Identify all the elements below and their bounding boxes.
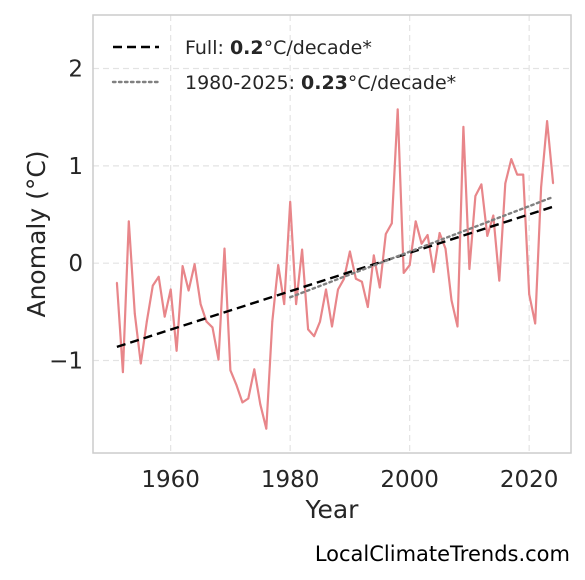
data-point [402,272,405,274]
data-point [139,362,142,365]
data-point [468,268,471,270]
data-point [289,201,292,203]
y-tick-label: 2 [68,57,83,83]
trend-line-full [116,205,554,349]
data-point [265,427,268,430]
data-point [181,265,184,267]
data-point [510,158,513,161]
data-point [313,335,315,338]
data-point [474,195,477,197]
data-point [163,315,166,318]
data-point [205,320,208,323]
data-point [432,271,435,273]
plot-frame [92,14,572,454]
data-point [229,369,232,372]
trend-line-1980-2025 [289,195,555,299]
x-axis-title: Year [305,495,360,524]
data-point [211,326,214,329]
data-point [408,264,411,266]
data-point [372,254,375,257]
data-point [486,235,489,237]
anomaly-series-line [115,108,555,430]
data-point [456,325,459,328]
data-point [145,320,148,323]
data-point [133,312,136,315]
data-point [450,299,453,302]
data-point [151,284,154,287]
data-point [492,214,495,217]
y-axis-title: Anomaly (°C) [22,150,51,317]
data-point [498,279,501,282]
data-point [187,289,190,292]
data-point [157,275,160,278]
data-point [217,358,220,361]
grid-lines [93,15,571,453]
data-point [361,280,363,283]
data-point [116,281,118,284]
data-point [384,233,387,235]
data-point [480,183,483,186]
data-point [462,126,465,128]
data-point [504,182,507,185]
x-tick-label: 2000 [380,467,439,493]
data-point [175,349,178,352]
data-point [193,263,196,266]
data-point [528,293,531,296]
tick-labels: 1960 1980 2000 2020 −1 0 1 2 [49,57,558,493]
data-point [295,303,297,305]
data-point [355,277,357,280]
data-series [115,108,555,430]
data-point [301,248,303,251]
data-point [546,120,548,122]
data-point [127,220,130,223]
data-point [307,328,309,331]
y-tick-label: −1 [49,349,83,375]
x-tick-label: 1980 [261,467,320,493]
data-point [349,250,351,253]
x-tick-label: 1960 [141,467,200,493]
data-point [438,232,441,234]
data-point [414,220,417,223]
data-point [444,247,447,250]
data-point [534,322,537,325]
data-point [235,384,238,386]
data-point [516,173,519,176]
data-point [122,371,124,374]
data-point [277,264,280,266]
data-point [378,286,381,289]
data-point [366,306,369,308]
data-point [247,397,250,400]
data-point [325,288,327,291]
x-tick-label: 2020 [500,467,559,493]
data-point [199,303,202,305]
data-point [337,288,339,291]
legend: Full: 0.2°C/decade* 1980-2025: 0.23°C/de… [111,37,456,94]
y-tick-label: 1 [68,154,83,180]
legend-entry-full: Full: 0.2°C/decade* [185,37,372,59]
data-point [319,320,321,323]
data-point [223,247,226,250]
data-point [169,288,172,291]
data-point [253,368,256,371]
data-point [241,401,244,404]
data-point [259,403,262,406]
data-point [343,277,345,280]
legend-entry-1980-2025: 1980-2025: 0.23°C/decade* [185,72,456,94]
data-point [552,182,554,185]
data-point [396,108,399,111]
data-point [331,325,333,328]
source-watermark: LocalClimateTrends.com [315,542,570,566]
data-point [420,242,423,245]
data-point [271,320,274,323]
data-point [540,186,542,189]
data-point [522,173,525,176]
data-point [426,234,429,236]
data-point [283,303,286,305]
y-tick-label: 0 [68,251,83,277]
data-point [390,222,393,225]
